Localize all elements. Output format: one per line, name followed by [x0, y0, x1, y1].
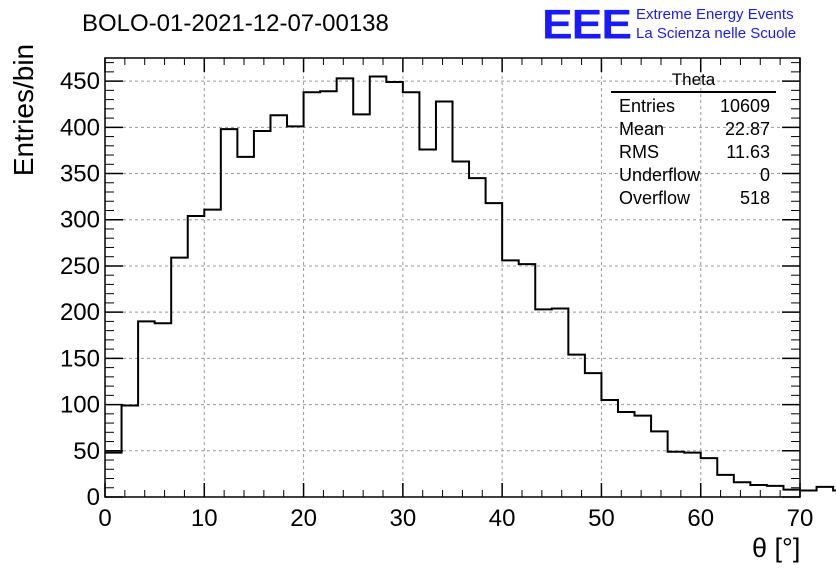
y-tick-label: 400: [60, 114, 100, 141]
logo-text: Extreme Energy Events La Scienza nelle S…: [636, 5, 796, 43]
stats-box: Theta Entries 10609 Mean 22.87 RMS 11.63 Un…: [611, 70, 776, 210]
stats-value: 11.63: [726, 142, 770, 162]
y-tick-label: 450: [60, 68, 100, 95]
x-tick-label: 10: [191, 505, 218, 532]
x-tick-label: 40: [489, 505, 516, 532]
x-tick-label: 30: [390, 505, 417, 532]
stats-label: Mean: [619, 119, 665, 139]
y-tick-label: 50: [73, 438, 100, 465]
x-tick-label: 70: [787, 505, 814, 532]
logo-line-1: Extreme Energy Events: [636, 6, 794, 23]
tick-labels: 0 10 20 30 40 50 60 70 0 50 100 150 200 250 300 350 400 4…: [60, 68, 813, 532]
x-tick-label: 60: [687, 505, 714, 532]
stats-value: 22.87: [724, 119, 770, 139]
y-tick-label: 200: [60, 299, 100, 326]
stats-label: Underflow: [619, 165, 701, 185]
y-tick-label: 350: [60, 161, 100, 188]
plot-frame: [104, 57, 801, 498]
stats-label: RMS: [619, 142, 659, 162]
stats-value: 518: [739, 188, 770, 208]
x-tick-label: 50: [588, 505, 615, 532]
stats-label: Entries: [619, 96, 676, 116]
stats-row: Underflow 0: [611, 164, 776, 187]
chart-title: BOLO-01-2021-12-07-00138: [82, 10, 389, 37]
y-tick-label: 150: [60, 345, 100, 372]
histogram-series: [105, 75, 836, 492]
y-axis-label: Entries/bin: [8, 43, 39, 177]
x-tick-label: 0: [98, 505, 111, 532]
x-tick-label: 20: [290, 505, 317, 532]
stats-row: RMS 11.63: [611, 141, 776, 164]
stats-row: Overflow 518: [611, 187, 776, 210]
y-tick-label: 100: [60, 392, 100, 419]
y-tick-label: 300: [60, 207, 100, 234]
logo-line-2: La Scienza nelle Scuole: [636, 25, 797, 42]
stats-title: Theta: [611, 70, 776, 93]
y-tick-label: 0: [87, 484, 100, 511]
stats-label: Overflow: [619, 188, 691, 208]
stats-value: 10609: [719, 96, 770, 116]
stats-value: 0: [759, 165, 770, 185]
eee-logo: EEE: [542, 0, 632, 48]
stats-row: Entries 10609: [611, 95, 776, 118]
y-tick-label: 250: [60, 253, 100, 280]
stats-row: Mean 22.87: [611, 118, 776, 141]
x-axis-label: θ [°]: [752, 533, 801, 563]
